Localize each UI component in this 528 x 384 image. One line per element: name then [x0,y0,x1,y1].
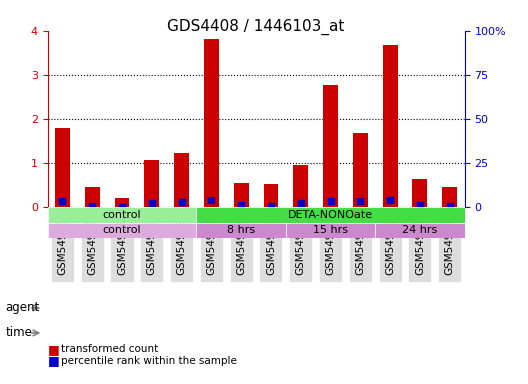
Point [356,198,364,204]
Text: control: control [102,210,142,220]
Bar [323,84,338,207]
Text: 24 hrs: 24 hrs [402,225,438,235]
Bar [85,187,100,207]
FancyBboxPatch shape [286,223,375,238]
Text: transformed count: transformed count [61,344,158,354]
FancyBboxPatch shape [375,223,465,238]
Bar [263,184,278,207]
FancyBboxPatch shape [48,207,196,223]
Point [207,197,215,203]
Bar [383,45,398,207]
Bar [144,159,159,207]
Point [177,199,186,205]
Point [58,197,67,204]
Point [297,200,305,206]
Point [386,197,394,204]
Bar [204,39,219,207]
Bar [412,179,427,207]
Bar [294,165,308,207]
Bar [115,199,129,207]
Bar [174,153,189,207]
Point [267,203,275,209]
Text: 8 hrs: 8 hrs [227,225,255,235]
Point [88,203,97,209]
Text: agent: agent [5,301,40,314]
Bar [353,133,368,207]
Text: percentile rank within the sample: percentile rank within the sample [61,356,237,366]
Text: 15 hrs: 15 hrs [313,225,348,235]
FancyBboxPatch shape [196,207,465,223]
Bar [55,128,70,207]
Point [326,197,335,204]
Text: time: time [5,326,32,339]
Bar [234,183,249,207]
Bar [442,187,457,207]
Text: ■: ■ [48,354,59,367]
Point [446,202,454,209]
Text: DETA-NONOate: DETA-NONOate [288,210,373,220]
Text: GDS4408 / 1446103_at: GDS4408 / 1446103_at [167,19,345,35]
Point [416,202,424,208]
FancyBboxPatch shape [196,223,286,238]
Text: ■: ■ [48,343,59,356]
Point [148,200,156,206]
Text: control: control [102,225,142,235]
FancyBboxPatch shape [48,223,196,238]
Point [118,204,126,210]
Point [237,202,246,209]
